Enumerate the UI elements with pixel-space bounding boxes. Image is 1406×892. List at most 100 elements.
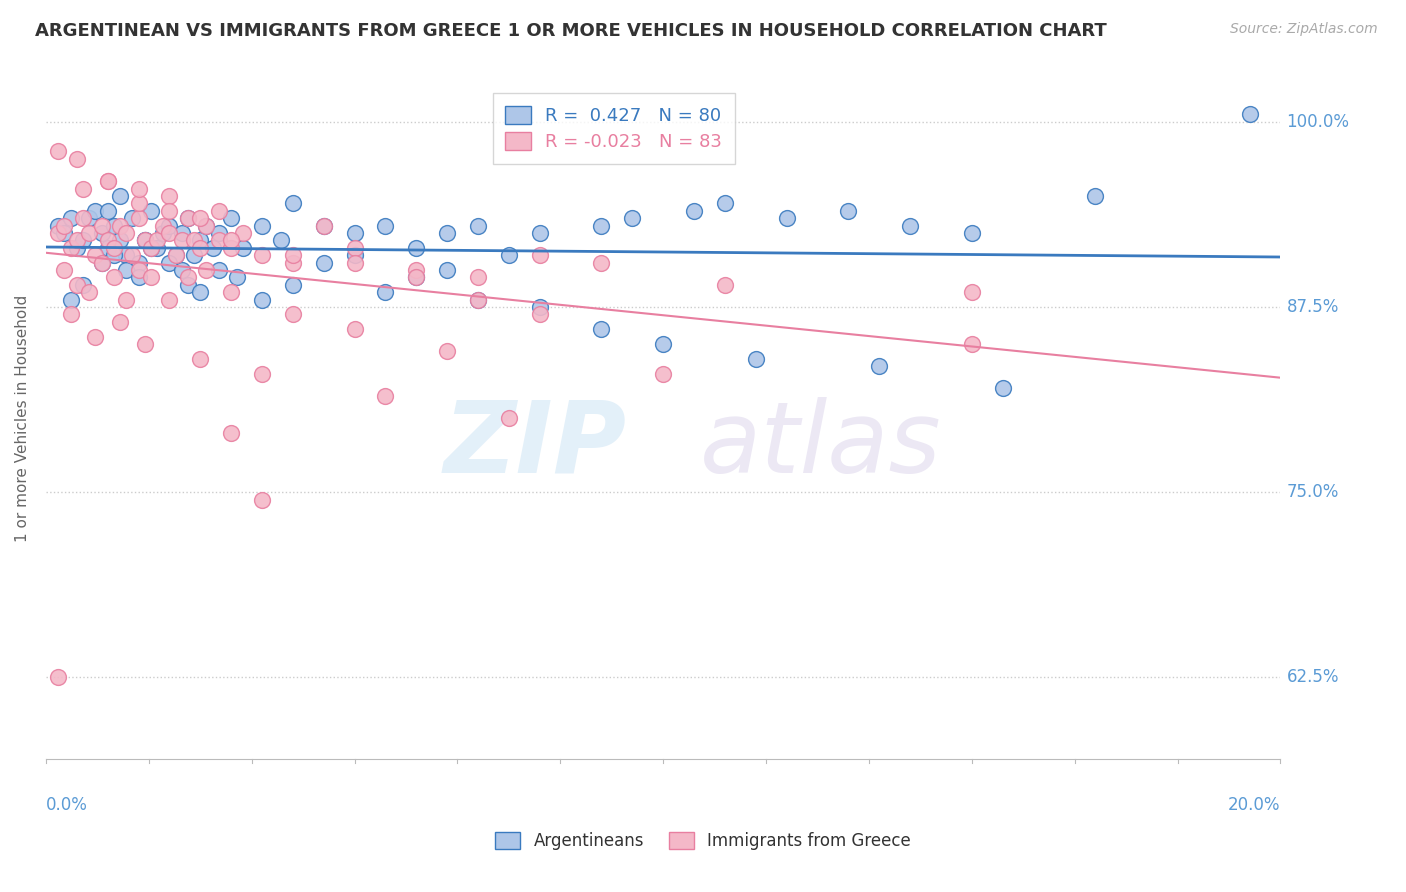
Point (343, 255, 366, 269)
Point (374, 219, 396, 233)
Point (165, 248, 187, 262)
Point (621, 211, 644, 226)
Point (195, 219, 218, 233)
Point (108, 315, 131, 329)
Text: 62.5%: 62.5% (1286, 668, 1339, 686)
Point (250, 492, 273, 507)
Point (312, 219, 335, 233)
Text: atlas: atlas (700, 397, 942, 494)
Text: 87.5%: 87.5% (1286, 298, 1339, 316)
Point (121, 211, 143, 226)
Point (714, 196, 737, 211)
Point (270, 233, 292, 247)
Text: ZIP: ZIP (443, 397, 626, 494)
Text: 20.0%: 20.0% (1227, 797, 1281, 814)
Point (66, 152, 89, 166)
Point (90, 255, 112, 269)
Point (281, 277, 304, 292)
Point (683, 203, 706, 218)
Point (232, 241, 254, 255)
Point (115, 293, 138, 307)
Point (152, 226, 174, 240)
Point (46, 670, 69, 684)
Point (343, 322, 366, 336)
Point (59, 293, 82, 307)
Point (139, 241, 162, 255)
Point (115, 263, 138, 277)
Point (405, 263, 427, 277)
Point (128, 181, 150, 195)
Point (374, 389, 396, 403)
Point (66, 241, 89, 255)
Point (84, 248, 107, 262)
Point (146, 241, 169, 255)
Point (219, 233, 242, 247)
Point (837, 203, 859, 218)
Point (219, 425, 242, 440)
Point (157, 203, 180, 218)
Point (591, 322, 613, 336)
Point (343, 241, 366, 255)
Point (195, 219, 218, 233)
Point (188, 233, 211, 247)
Point (208, 263, 231, 277)
Point (46, 145, 69, 159)
Point (529, 300, 551, 314)
Point (652, 367, 675, 381)
Point (775, 211, 797, 226)
Point (157, 293, 180, 307)
Point (157, 255, 180, 269)
Point (281, 307, 304, 321)
Point (226, 270, 249, 285)
Point (77, 211, 100, 226)
Point (652, 337, 675, 351)
Point (177, 211, 200, 226)
Point (108, 233, 131, 247)
Point (97, 203, 120, 218)
Point (134, 337, 156, 351)
Point (72, 181, 94, 195)
Point (103, 270, 125, 285)
Point (72, 211, 94, 226)
Point (405, 270, 427, 285)
Point (134, 233, 156, 247)
Point (103, 241, 125, 255)
Point (529, 226, 551, 240)
Point (467, 219, 489, 233)
Point (312, 255, 335, 269)
Point (188, 211, 211, 226)
Point (188, 241, 211, 255)
Point (97, 174, 120, 188)
Point (66, 233, 89, 247)
Point (436, 226, 458, 240)
Point (128, 270, 150, 285)
Point (250, 248, 273, 262)
Point (146, 233, 169, 247)
Point (529, 248, 551, 262)
Point (714, 277, 737, 292)
Point (128, 211, 150, 226)
Point (281, 196, 304, 211)
Text: 0.0%: 0.0% (46, 797, 87, 814)
Point (183, 233, 205, 247)
Point (66, 277, 89, 292)
Point (312, 219, 335, 233)
Point (115, 226, 138, 240)
Point (405, 270, 427, 285)
Point (188, 285, 211, 300)
Point (219, 241, 242, 255)
Point (90, 255, 112, 269)
Point (157, 226, 180, 240)
Point (232, 226, 254, 240)
Text: Source: ZipAtlas.com: Source: ZipAtlas.com (1230, 22, 1378, 37)
Point (134, 233, 156, 247)
Point (1239, 107, 1261, 121)
Point (898, 219, 921, 233)
Point (281, 248, 304, 262)
Point (343, 248, 366, 262)
Point (467, 293, 489, 307)
Point (152, 219, 174, 233)
Point (208, 203, 231, 218)
Point (745, 351, 768, 366)
Point (170, 226, 193, 240)
